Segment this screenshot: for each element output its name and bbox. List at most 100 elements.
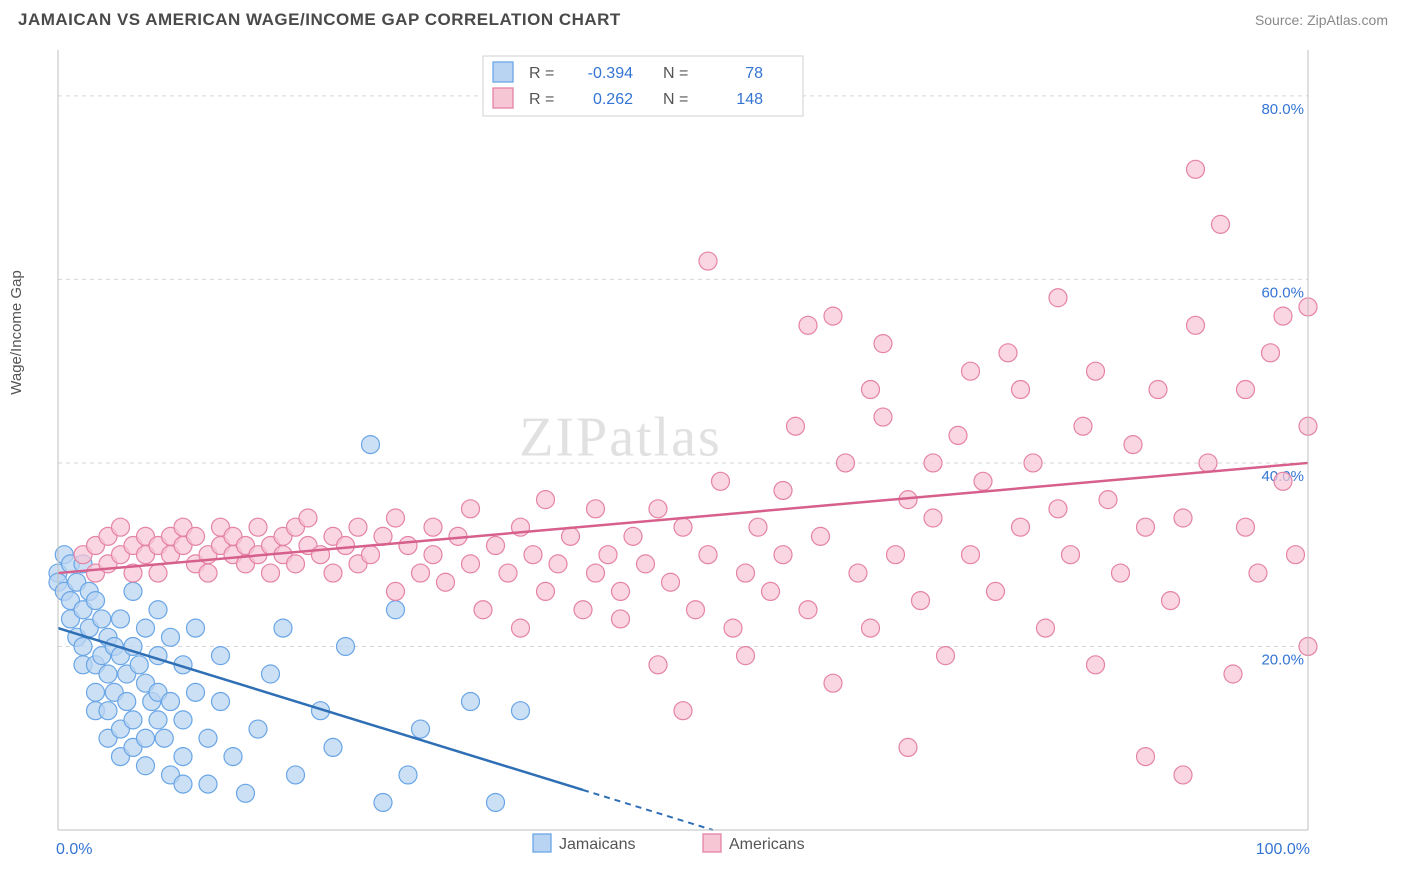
data-point [1237,518,1255,536]
data-point [1099,491,1117,509]
data-point [1137,518,1155,536]
legend-swatch [533,834,551,852]
data-point [987,582,1005,600]
data-point [412,720,430,738]
data-point [1049,289,1067,307]
data-point [724,619,742,637]
data-point [712,472,730,490]
data-point [212,647,230,665]
data-point [1174,509,1192,527]
data-point [862,619,880,637]
data-point [187,527,205,545]
data-point [412,564,430,582]
data-point [549,555,567,573]
data-point [924,509,942,527]
data-point [699,546,717,564]
data-point [862,381,880,399]
data-point [299,509,317,527]
data-point [287,766,305,784]
data-point [1249,564,1267,582]
data-point [574,601,592,619]
data-point [512,702,530,720]
data-point [99,665,117,683]
watermark: ZIPatlas [519,407,722,469]
data-point [112,518,130,536]
data-point [262,665,280,683]
data-point [612,610,630,628]
data-point [1187,316,1205,334]
data-point [130,656,148,674]
data-point [1199,454,1217,472]
data-point [1012,381,1030,399]
data-point [812,527,830,545]
data-point [1074,417,1092,435]
data-point [174,748,192,766]
legend-r-label: R = [529,91,554,108]
data-point [874,408,892,426]
data-point [174,775,192,793]
data-point [212,693,230,711]
data-point [999,344,1017,362]
data-point [799,601,817,619]
data-point [274,619,292,637]
data-point [87,683,105,701]
data-point [774,546,792,564]
legend-r-label: R = [529,65,554,82]
data-point [249,720,267,738]
data-point [118,693,136,711]
data-point [824,674,842,692]
data-point [1149,381,1167,399]
data-point [1274,307,1292,325]
data-point [187,683,205,701]
data-point [462,693,480,711]
data-point [199,729,217,747]
data-point [512,619,530,637]
data-point [662,573,680,591]
data-point [887,546,905,564]
data-point [437,573,455,591]
data-point [1062,546,1080,564]
data-point [1037,619,1055,637]
data-point [937,647,955,665]
data-point [424,518,442,536]
data-point [93,610,111,628]
data-point [162,693,180,711]
data-point [487,537,505,555]
legend-swatch [493,62,513,82]
data-point [249,518,267,536]
data-point [149,564,167,582]
data-point [162,628,180,646]
data-point [474,601,492,619]
y-tick-label: 80.0% [1261,101,1304,118]
data-point [1024,454,1042,472]
data-point [537,491,555,509]
data-point [112,610,130,628]
data-point [387,509,405,527]
data-point [737,647,755,665]
data-point [262,564,280,582]
data-point [674,702,692,720]
data-point [749,518,767,536]
data-point [1287,546,1305,564]
legend-n-value: 148 [736,91,763,108]
data-point [849,564,867,582]
data-point [562,527,580,545]
data-point [1224,665,1242,683]
data-point [924,454,942,472]
data-point [237,784,255,802]
x-tick-label: 0.0% [56,841,92,858]
data-point [149,601,167,619]
y-axis-label: Wage/Income Gap [8,270,25,395]
data-point [124,711,142,729]
data-point [424,546,442,564]
data-point [1162,592,1180,610]
data-point [799,316,817,334]
trend-line-dashed [583,790,713,830]
data-point [199,564,217,582]
data-point [912,592,930,610]
data-point [874,335,892,353]
data-point [374,793,392,811]
data-point [487,793,505,811]
data-point [524,546,542,564]
data-point [762,582,780,600]
